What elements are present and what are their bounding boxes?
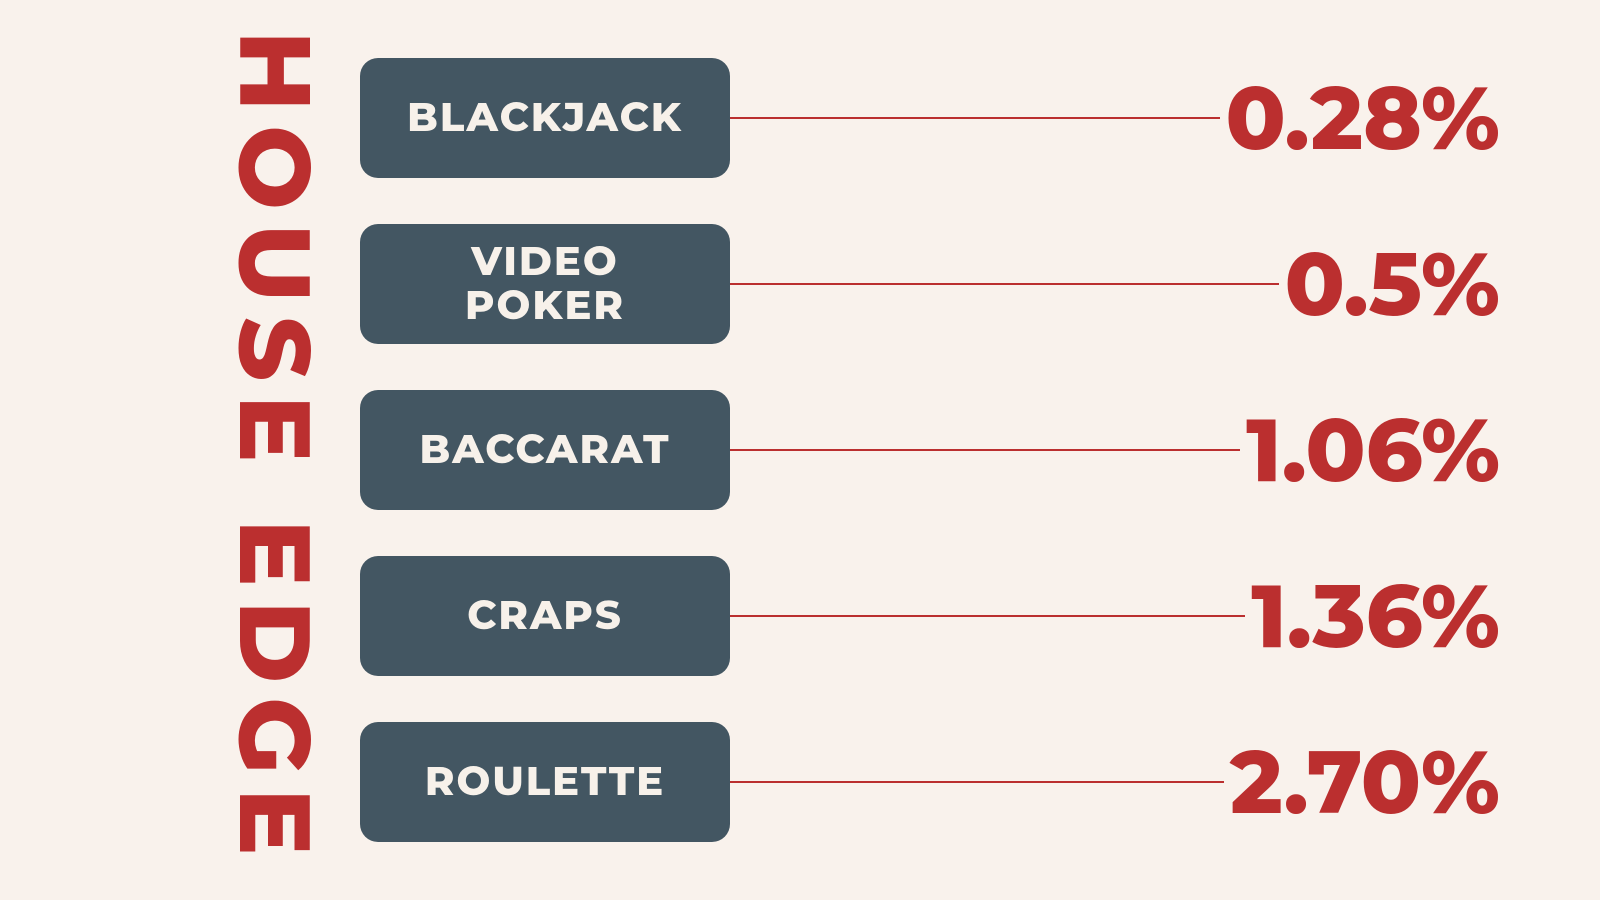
row: VIDEO POKER 0.5% bbox=[360, 224, 1500, 344]
vertical-title: HOUSE EDGE bbox=[214, 31, 336, 870]
connector-line bbox=[730, 283, 1279, 285]
house-edge-infographic: HOUSE EDGE BLACKJACK 0.28% VIDEO POKER 0… bbox=[0, 0, 1600, 900]
game-label-pill: BACCARAT bbox=[360, 390, 730, 510]
game-label-pill: CRAPS bbox=[360, 556, 730, 676]
row: ROULETTE 2.70% bbox=[360, 722, 1500, 842]
connector-line bbox=[730, 615, 1245, 617]
row: BLACKJACK 0.28% bbox=[360, 58, 1500, 178]
rows-container: BLACKJACK 0.28% VIDEO POKER 0.5% BACCARA… bbox=[360, 30, 1500, 870]
house-edge-value: 0.5% bbox=[1285, 231, 1500, 338]
game-label-pill: VIDEO POKER bbox=[360, 224, 730, 344]
house-edge-value: 1.06% bbox=[1246, 397, 1500, 504]
house-edge-value: 0.28% bbox=[1226, 65, 1500, 172]
house-edge-value: 1.36% bbox=[1251, 563, 1500, 670]
connector-line bbox=[730, 117, 1220, 119]
row: BACCARAT 1.06% bbox=[360, 390, 1500, 510]
connector-line bbox=[730, 781, 1224, 783]
row: CRAPS 1.36% bbox=[360, 556, 1500, 676]
house-edge-value: 2.70% bbox=[1230, 729, 1500, 836]
connector-line bbox=[730, 449, 1240, 451]
game-label-pill: ROULETTE bbox=[360, 722, 730, 842]
game-label-pill: BLACKJACK bbox=[360, 58, 730, 178]
